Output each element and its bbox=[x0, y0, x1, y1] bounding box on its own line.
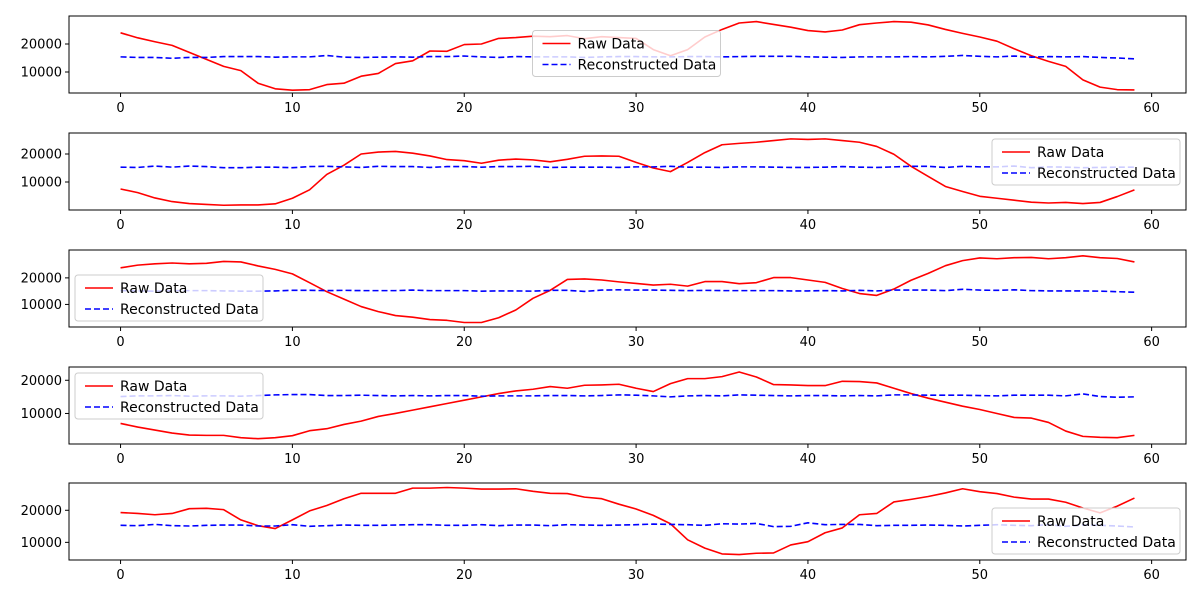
y-tick-label: 20000 bbox=[21, 504, 62, 519]
x-tick-label: 30 bbox=[628, 335, 645, 350]
x-tick-label: 10 bbox=[284, 218, 301, 233]
y-tick-label: 20000 bbox=[21, 271, 62, 286]
x-tick-label: 0 bbox=[116, 335, 124, 350]
x-tick-label: 20 bbox=[456, 335, 473, 350]
x-tick-label: 0 bbox=[116, 568, 124, 583]
x-tick-label: 60 bbox=[1143, 101, 1160, 116]
x-tick-label: 30 bbox=[628, 452, 645, 467]
y-tick-label: 20000 bbox=[21, 374, 62, 389]
legend: Raw Data Reconstructed Data bbox=[532, 30, 721, 77]
legend-label: Raw Data bbox=[578, 37, 645, 53]
subplot-3: 0 10 20 30 40 50 60 10000 20000 Raw Data Reconstru… bbox=[21, 249, 1187, 350]
x-tick-label: 50 bbox=[972, 568, 989, 583]
reconstructed-data-line-4 bbox=[120, 393, 1135, 399]
x-tick-label: 60 bbox=[1143, 218, 1160, 233]
x-tick-label: 30 bbox=[628, 101, 645, 116]
reconstructed-data-line-3 bbox=[120, 288, 1135, 294]
legend-box bbox=[991, 138, 1181, 186]
subplot-4: 0 10 20 30 40 50 60 10000 20000 Raw Data Reconstru… bbox=[21, 366, 1187, 467]
x-tick-label: 60 bbox=[1143, 568, 1160, 583]
y-tick-label: 10000 bbox=[21, 298, 62, 313]
axes-frame bbox=[68, 366, 1187, 445]
legend: Raw Data Reconstructed Data bbox=[74, 274, 264, 322]
x-tick-label: 10 bbox=[284, 568, 301, 583]
x-tick-label: 30 bbox=[628, 218, 645, 233]
x-tick-label: 40 bbox=[800, 218, 817, 233]
subplot-5: 0 10 20 30 40 50 60 10000 20000 Raw Data Reconstru… bbox=[21, 482, 1187, 583]
legend-label: Raw Data bbox=[1037, 145, 1104, 161]
axes-frame bbox=[68, 15, 1187, 94]
x-tick-label: 0 bbox=[116, 218, 124, 233]
x-tick-label: 0 bbox=[116, 101, 124, 116]
legend: Raw Data Reconstructed Data bbox=[991, 138, 1181, 186]
legend-label: Reconstructed Data bbox=[1037, 166, 1176, 182]
x-tick-label: 20 bbox=[456, 218, 473, 233]
x-tick-label: 50 bbox=[972, 335, 989, 350]
legend-box bbox=[74, 274, 264, 322]
legend-label: Reconstructed Data bbox=[120, 400, 259, 416]
x-tick-label: 0 bbox=[116, 452, 124, 467]
legend: Raw Data Reconstructed Data bbox=[991, 507, 1181, 555]
x-tick-label: 10 bbox=[284, 335, 301, 350]
legend-label: Reconstructed Data bbox=[120, 302, 259, 318]
y-tick-label: 10000 bbox=[21, 536, 62, 551]
x-tick-label: 40 bbox=[800, 452, 817, 467]
x-tick-label: 50 bbox=[972, 218, 989, 233]
x-tick-label: 30 bbox=[628, 568, 645, 583]
raw-data-line-4 bbox=[120, 371, 1135, 440]
legend-box bbox=[532, 30, 721, 77]
x-tick-label: 20 bbox=[456, 452, 473, 467]
reconstructed-data-line-5 bbox=[120, 521, 1135, 528]
y-tick-label: 10000 bbox=[21, 407, 62, 422]
x-tick-label: 20 bbox=[456, 568, 473, 583]
y-tick-label: 10000 bbox=[21, 66, 62, 81]
raw-data-line-5 bbox=[120, 486, 1135, 556]
legend-box bbox=[991, 507, 1181, 555]
x-tick-label: 60 bbox=[1143, 335, 1160, 350]
legend-label: Raw Data bbox=[120, 281, 187, 297]
axes-frame bbox=[68, 249, 1187, 328]
x-tick-label: 20 bbox=[456, 101, 473, 116]
legend-label: Reconstructed Data bbox=[578, 58, 717, 74]
legend-box bbox=[74, 372, 264, 420]
legend: Raw Data Reconstructed Data bbox=[74, 372, 264, 420]
subplot-2: 0 10 20 30 40 50 60 10000 20000 Raw Data Reconstru… bbox=[21, 132, 1187, 233]
axes-frame bbox=[68, 482, 1187, 561]
y-tick-label: 20000 bbox=[21, 38, 62, 53]
x-tick-label: 50 bbox=[972, 101, 989, 116]
legend-label: Raw Data bbox=[120, 379, 187, 395]
reconstructed-data-line-2 bbox=[120, 165, 1135, 169]
x-tick-label: 10 bbox=[284, 101, 301, 116]
x-tick-label: 60 bbox=[1143, 452, 1160, 467]
x-tick-label: 50 bbox=[972, 452, 989, 467]
raw-data-line-3 bbox=[120, 255, 1135, 324]
x-tick-label: 40 bbox=[800, 101, 817, 116]
y-tick-label: 20000 bbox=[21, 148, 62, 163]
subplot-1: 0 10 20 30 40 50 60 10000 20000 Raw Data Reconstru… bbox=[21, 15, 1187, 116]
x-tick-label: 10 bbox=[284, 452, 301, 467]
legend-label: Raw Data bbox=[1037, 514, 1104, 530]
y-tick-label: 10000 bbox=[21, 176, 62, 191]
raw-data-line-2 bbox=[120, 138, 1135, 207]
x-tick-label: 40 bbox=[800, 335, 817, 350]
axes-frame bbox=[68, 132, 1187, 211]
x-tick-label: 40 bbox=[800, 568, 817, 583]
legend-label: Reconstructed Data bbox=[1037, 535, 1176, 551]
